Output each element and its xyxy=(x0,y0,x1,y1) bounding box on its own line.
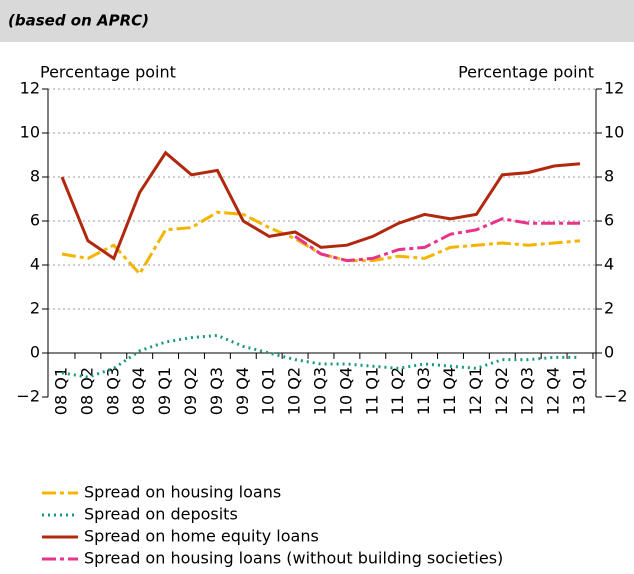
x-tick-label: 08 Q1 xyxy=(52,367,71,415)
x-tick-label: 12 Q4 xyxy=(544,367,563,415)
y2-tick-label: 8 xyxy=(604,167,614,186)
y2-tick-label: 0 xyxy=(604,343,614,362)
x-tick-label: 12 Q1 xyxy=(466,367,485,415)
x-tick-label: 12 Q3 xyxy=(518,367,537,415)
series-line xyxy=(294,217,580,263)
legend-label: Spread on home equity loans xyxy=(84,527,319,546)
legend-label: Spread on deposits xyxy=(84,505,238,524)
y2-tick-label: 6 xyxy=(604,211,614,230)
y-tick-label: 2 xyxy=(30,299,40,318)
x-tick-label: 11 Q3 xyxy=(414,367,433,415)
y-tick-label: 4 xyxy=(30,255,40,274)
y-tick-label: −2 xyxy=(16,387,40,406)
legend-label: Spread on housing loans (without buildin… xyxy=(84,549,503,568)
x-tick-label: 12 Q2 xyxy=(492,367,511,415)
x-tick-label: 10 Q3 xyxy=(311,367,330,415)
x-tick-label: 09 Q2 xyxy=(181,367,200,415)
y2-tick-label: 12 xyxy=(604,79,624,98)
y-tick-label: 6 xyxy=(30,211,40,230)
x-tick-label: 11 Q4 xyxy=(440,367,459,415)
y2-tick-label: 4 xyxy=(604,255,614,274)
x-tick-label: 13 Q1 xyxy=(570,367,589,415)
legend-label: Spread on housing loans xyxy=(84,483,281,502)
x-tick-label: 10 Q1 xyxy=(259,367,278,415)
y2-axis-label: Percentage point xyxy=(458,63,594,82)
x-tick-label: 09 Q1 xyxy=(155,367,174,415)
series-line xyxy=(60,150,581,261)
y-tick-label: 12 xyxy=(20,79,40,98)
x-tick-label: 10 Q4 xyxy=(336,367,355,415)
x-tick-label: 10 Q2 xyxy=(285,367,304,415)
x-tick-label: 11 Q2 xyxy=(388,367,407,415)
x-tick-label: 08 Q3 xyxy=(103,367,122,415)
y2-tick-label: 2 xyxy=(604,299,614,318)
y2-tick-label: −2 xyxy=(604,387,628,406)
x-tick-label: 11 Q1 xyxy=(362,367,381,415)
y-tick-label: 0 xyxy=(30,343,40,362)
y-tick-label: 8 xyxy=(30,167,40,186)
x-tick-label: 08 Q4 xyxy=(129,367,148,415)
x-tick-label: 09 Q3 xyxy=(207,367,226,415)
subtitle: (based on APRC) xyxy=(8,12,149,30)
y-axis-label: Percentage point xyxy=(40,63,176,82)
header-band xyxy=(0,0,634,42)
y-tick-label: 10 xyxy=(20,123,40,142)
x-tick-label: 08 Q2 xyxy=(77,367,96,415)
x-tick-label: 09 Q4 xyxy=(233,367,252,415)
y2-tick-label: 10 xyxy=(604,123,624,142)
